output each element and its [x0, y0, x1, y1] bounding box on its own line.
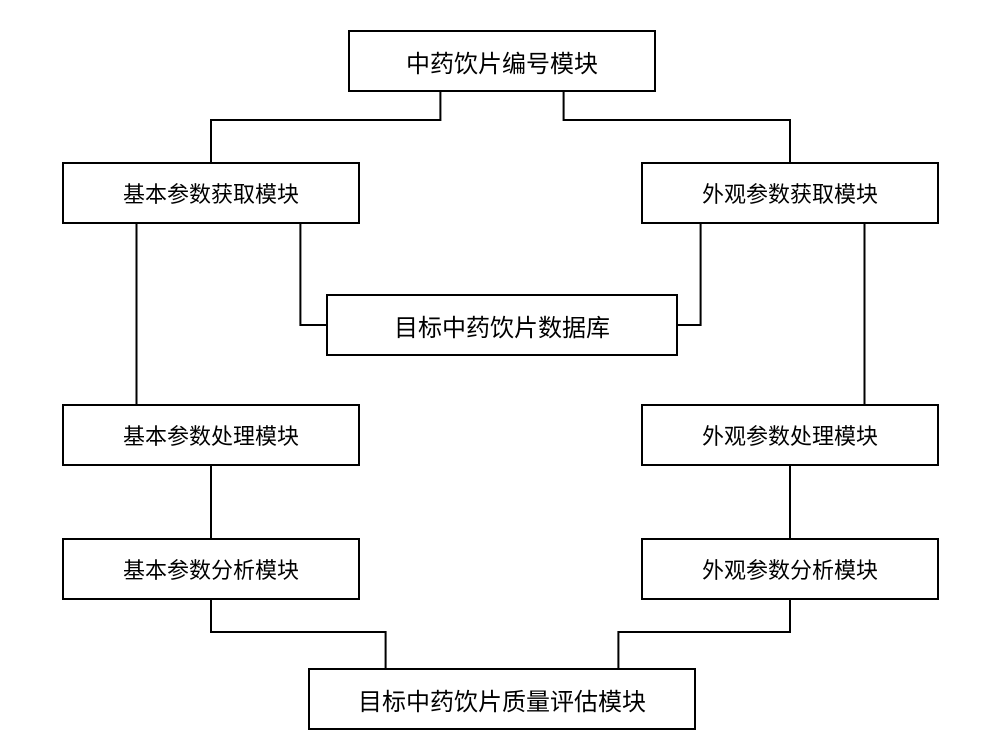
edge — [300, 224, 326, 325]
node-left-anal: 基本参数分析模块 — [62, 538, 360, 600]
edge — [618, 600, 790, 668]
node-right-proc: 外观参数处理模块 — [641, 404, 939, 466]
node-left-proc: 基本参数处理模块 — [62, 404, 360, 466]
node-label: 中药饮片编号模块 — [406, 44, 598, 79]
node-bottom: 目标中药饮片质量评估模块 — [308, 668, 696, 730]
edge — [678, 224, 701, 325]
edge — [211, 600, 386, 668]
node-label: 目标中药饮片数据库 — [394, 308, 610, 343]
node-label: 基本参数分析模块 — [123, 553, 299, 585]
edge — [211, 92, 440, 162]
node-label: 基本参数获取模块 — [123, 177, 299, 209]
node-db: 目标中药饮片数据库 — [326, 294, 678, 356]
node-top: 中药饮片编号模块 — [348, 30, 656, 92]
edge — [564, 92, 790, 162]
node-left-acq: 基本参数获取模块 — [62, 162, 360, 224]
node-label: 外观参数处理模块 — [702, 419, 878, 451]
node-label: 基本参数处理模块 — [123, 419, 299, 451]
node-label: 目标中药饮片质量评估模块 — [358, 682, 646, 717]
node-label: 外观参数获取模块 — [702, 177, 878, 209]
node-right-acq: 外观参数获取模块 — [641, 162, 939, 224]
node-right-anal: 外观参数分析模块 — [641, 538, 939, 600]
node-label: 外观参数分析模块 — [702, 553, 878, 585]
